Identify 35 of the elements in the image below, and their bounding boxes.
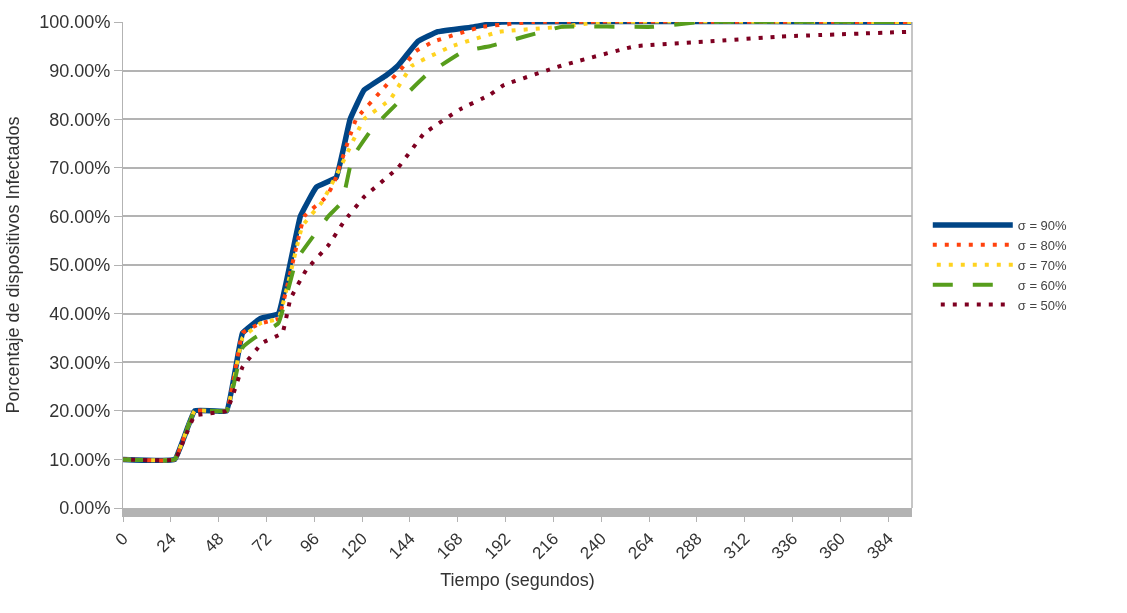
y-tick-label: 40.00%: [49, 303, 111, 324]
x-axis-title: Tiempo (segundos): [440, 569, 595, 590]
x-tick-label: 72: [248, 529, 276, 557]
x-tick-label: 240: [576, 529, 611, 563]
y-tick-label: 20.00%: [49, 401, 111, 422]
y-axis-title: Porcentaje de dispositivos Infectados: [2, 116, 23, 414]
x-tick-label: 96: [296, 529, 324, 557]
x-tick-label: 360: [815, 529, 850, 563]
y-tick-label: 60.00%: [49, 206, 111, 227]
y-tick-label: 70.00%: [49, 158, 111, 179]
text: σ = 50%: [1017, 297, 1068, 313]
x-tick-label: 48: [200, 529, 228, 557]
x-tick-label: 384: [863, 529, 897, 563]
y-tick-label: 0.00%: [59, 498, 111, 519]
x-tick-label: 288: [672, 529, 706, 563]
x-tick-label: 192: [480, 529, 515, 563]
y-tick-label: 10.00%: [49, 449, 111, 470]
y-tick-label: 30.00%: [49, 352, 111, 373]
x-tick-label: 120: [337, 529, 371, 563]
text: σ = 60%: [1017, 277, 1068, 293]
y-tick-label: 80.00%: [49, 109, 111, 130]
y-tick-label: 100.00%: [39, 12, 111, 33]
x-tick-label: 24: [152, 529, 180, 557]
text: σ = 80%: [1017, 237, 1068, 253]
y-tick-label: 90.00%: [49, 60, 111, 81]
x-tick-label: 168: [433, 529, 467, 563]
text: σ = 70%: [1017, 257, 1068, 273]
x-tick-label: 216: [528, 529, 563, 563]
x-tick-label: 0: [111, 529, 132, 550]
x-tick-label: 144: [385, 529, 419, 563]
x-tick-label: 336: [767, 529, 802, 563]
text: σ = 90%: [1017, 218, 1068, 234]
x-tick-label: 264: [624, 529, 658, 563]
y-tick-label: 50.00%: [49, 255, 111, 276]
x-tick-label: 312: [719, 529, 754, 563]
